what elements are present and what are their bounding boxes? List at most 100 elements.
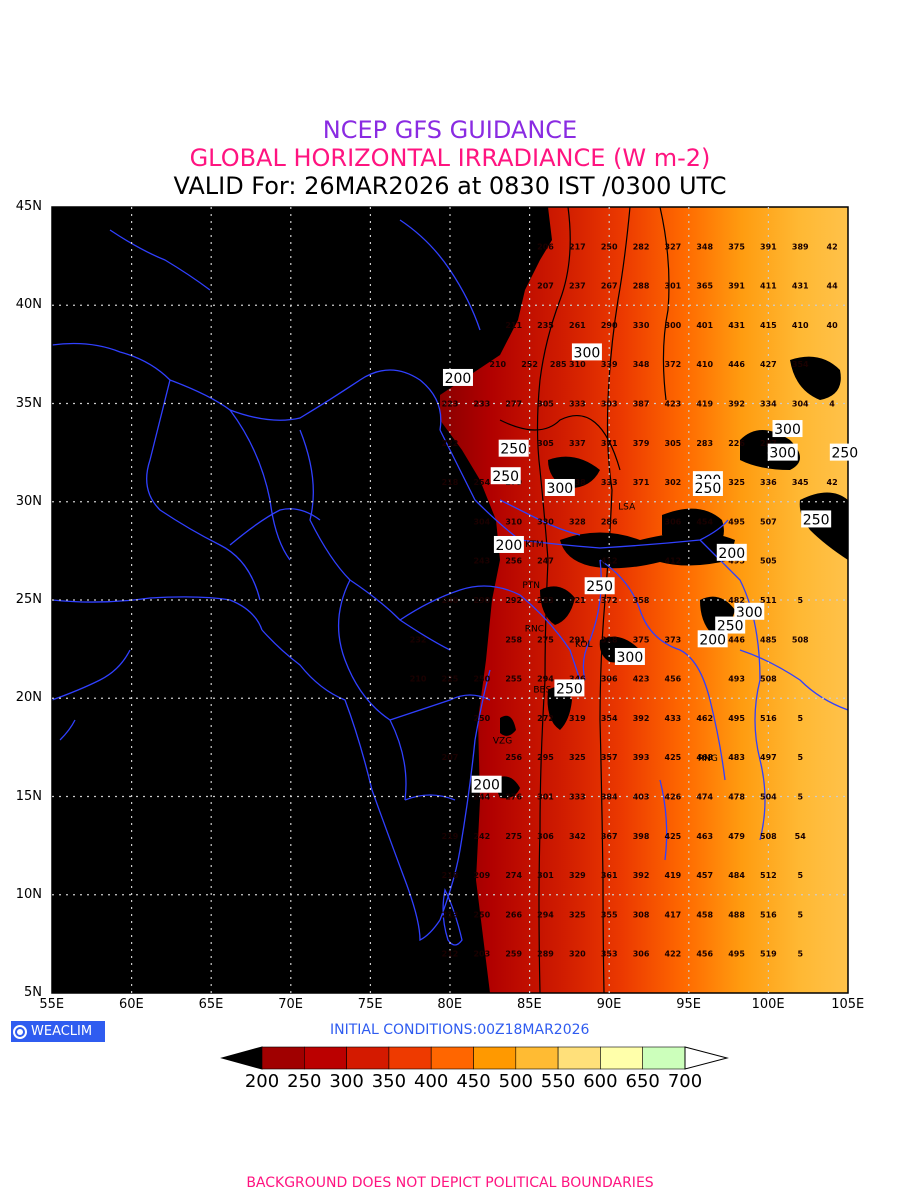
contour-line <box>599 207 631 993</box>
latitude-label: 10N <box>15 886 42 902</box>
contour-label-text: 200 <box>473 778 500 794</box>
contour-label-box <box>715 616 746 634</box>
colorbar-level-label: 250 <box>287 1071 322 1092</box>
contour-label-layer: 2003002502503003002503003002502502002502… <box>442 343 860 794</box>
grid-value: 235 <box>537 321 554 330</box>
weaclim-logo: WEACLIM <box>11 1021 105 1042</box>
colorbar-segment <box>346 1046 390 1070</box>
grid-value: 508 <box>792 635 809 644</box>
grid-value: 411 <box>760 282 777 291</box>
contour-label-box <box>571 343 602 361</box>
contour-line <box>499 415 621 471</box>
grid-value: 243 <box>473 557 490 566</box>
grid-value: 358 <box>633 596 650 605</box>
grid-value: 295 <box>537 753 554 762</box>
grid-value: 422 <box>665 950 682 959</box>
contour-label: 250 <box>801 510 832 528</box>
grid-value: 379 <box>633 439 650 448</box>
grid-value: 345 <box>792 478 809 487</box>
longitude-label: 80E <box>437 997 463 1012</box>
contour-label-text: 250 <box>586 579 613 595</box>
grid-value: 294 <box>537 910 554 919</box>
grid-value: 294 <box>537 675 554 684</box>
grid-value: 431 <box>728 321 745 330</box>
contour-label-box <box>614 647 645 665</box>
grid-value: 403 <box>633 793 650 802</box>
grid-value: 277 <box>505 400 522 409</box>
grid-value: 319 <box>569 714 586 723</box>
grid-value: 5 <box>797 793 803 802</box>
contour-label: 200 <box>716 543 747 562</box>
contour-label: 200 <box>493 535 524 554</box>
grid-value: 306 <box>665 517 682 526</box>
colorbar-segment <box>430 1046 474 1070</box>
grid-value: 354 <box>792 360 809 369</box>
grid-value: 353 <box>601 950 618 959</box>
grid-value: 410 <box>792 321 809 330</box>
grid-value: 218 <box>442 478 459 487</box>
grid-value: 244 <box>473 793 490 802</box>
contour-label-box <box>471 775 502 793</box>
grid-value: 310 <box>569 360 586 369</box>
title-line-1: NCEP GFS GUIDANCE <box>322 116 578 144</box>
grid-value: 354 <box>601 714 618 723</box>
grid-value: 256 <box>505 557 522 566</box>
grid-value: 325 <box>569 910 586 919</box>
contour-label-box <box>772 420 803 438</box>
grid-value: 365 <box>696 282 713 291</box>
grid-value: 247 <box>537 557 554 566</box>
grid-value: 373 <box>665 635 682 644</box>
grid-value: 346 <box>569 675 586 684</box>
grid-value: 321 <box>569 596 586 605</box>
contour-label-text: 200 <box>445 371 472 387</box>
grid-value: 495 <box>728 517 745 526</box>
grid-value: 485 <box>760 635 777 644</box>
contour-label-text: 250 <box>831 446 858 462</box>
grid-value: 348 <box>633 360 650 369</box>
grid-value: 54 <box>795 832 807 841</box>
grid-value: 272 <box>537 714 554 723</box>
grid-value: 387 <box>633 400 650 409</box>
grid-value: 242 <box>473 832 490 841</box>
grid-value: 259 <box>505 950 522 959</box>
grid-value: 333 <box>601 478 618 487</box>
latitude-label: 30N <box>15 493 42 509</box>
grid-value: 478 <box>728 793 745 802</box>
contour-label-box <box>493 535 524 553</box>
grid-value: 210 <box>410 675 427 684</box>
longitude-label: 60E <box>119 997 144 1012</box>
grid-value: 433 <box>665 714 682 723</box>
grid-value: 342 <box>569 832 586 841</box>
grid-value: 375 <box>728 242 745 251</box>
contour-label: 250 <box>490 467 521 485</box>
grid-value: 454 <box>696 517 713 526</box>
contour-label-box <box>544 478 575 496</box>
contour-label-box <box>442 368 473 386</box>
grid-value: 508 <box>760 675 777 684</box>
grid-value: 339 <box>601 360 618 369</box>
grid-value: 431 <box>792 282 809 291</box>
grid-value: 392 <box>633 871 650 880</box>
grid-value: 223 <box>442 400 459 409</box>
grid-value: 415 <box>760 321 777 330</box>
colorbar-level-label: 200 <box>244 1071 280 1092</box>
contour-label: 250 <box>829 443 860 462</box>
colorbar <box>220 1046 729 1070</box>
grid-value: 446 <box>728 635 745 644</box>
contour-label-text: 250 <box>803 512 830 528</box>
grid-value-layer: 206 217 250 282 327 348 375 391 389 42 207 237 267 28… <box>410 242 838 958</box>
grid-value: 288 <box>633 282 650 291</box>
contour-line <box>536 207 571 993</box>
colorbar-level-label: 300 <box>329 1071 364 1092</box>
grid-value: 336 <box>760 478 777 487</box>
grid-value: 290 <box>601 321 618 330</box>
grid-value: 412 <box>665 557 682 566</box>
contour-line <box>659 207 670 401</box>
grid-value: 458 <box>696 910 713 919</box>
grid-value: 276 <box>505 793 522 802</box>
grid-value: 384 <box>601 793 618 802</box>
grid-value: 482 <box>728 596 745 605</box>
grid-value: 5 <box>797 910 803 919</box>
title-line-2: GLOBAL HORIZONTAL IRRADIANCE (W m-2) <box>189 144 711 172</box>
